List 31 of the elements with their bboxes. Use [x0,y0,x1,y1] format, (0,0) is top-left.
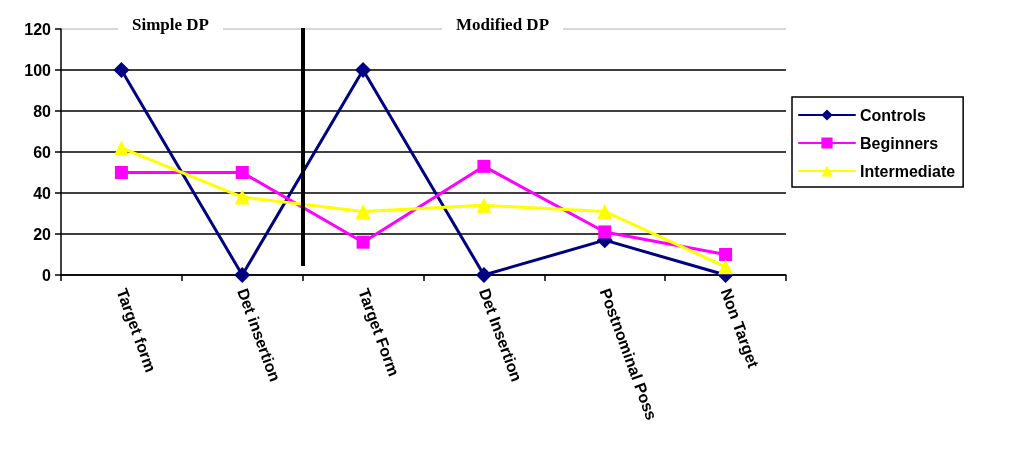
point [235,166,249,179]
point [234,267,251,283]
legend-label: Beginners [860,134,939,152]
x-tick-label: Non Target [717,286,763,371]
y-tick-label: 100 [24,61,52,79]
x-tick-label: Target Form [355,286,403,379]
point [597,203,613,219]
point [475,267,492,283]
y-tick-label: 80 [33,102,52,120]
point [356,235,370,249]
point [719,248,733,261]
x-tick-label: Target form [113,286,160,375]
y-tick-label: 120 [24,20,52,38]
point [114,166,128,179]
annotation: Simple DP [132,15,209,34]
annotation: Modified DP [456,15,550,34]
point [477,159,491,173]
point [476,197,492,213]
y-tick-label: 0 [42,266,52,284]
legend-label: Intermediate [860,162,956,180]
point [234,189,250,205]
y-tick-label: 60 [33,143,52,161]
legend-label: Controls [860,106,926,124]
y-tick-label: 40 [33,184,52,202]
point [598,225,612,239]
point [113,140,129,156]
point [718,259,734,275]
y-tick-label: 20 [33,225,52,243]
point [355,203,371,219]
point [355,62,372,78]
point [113,62,130,78]
